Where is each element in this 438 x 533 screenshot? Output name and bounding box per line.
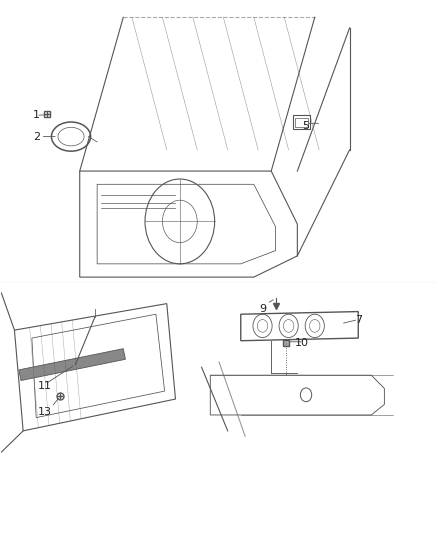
Text: 2: 2 (33, 132, 40, 142)
Polygon shape (19, 349, 125, 381)
Text: 5: 5 (303, 121, 310, 131)
Text: 9: 9 (259, 304, 266, 314)
Bar (295, 117, 308, 127)
Text: 10: 10 (295, 338, 309, 349)
Text: 11: 11 (38, 381, 52, 391)
Text: 7: 7 (355, 314, 362, 325)
Text: 13: 13 (38, 407, 52, 417)
Text: 1: 1 (33, 110, 40, 120)
Bar (293, 115, 311, 128)
